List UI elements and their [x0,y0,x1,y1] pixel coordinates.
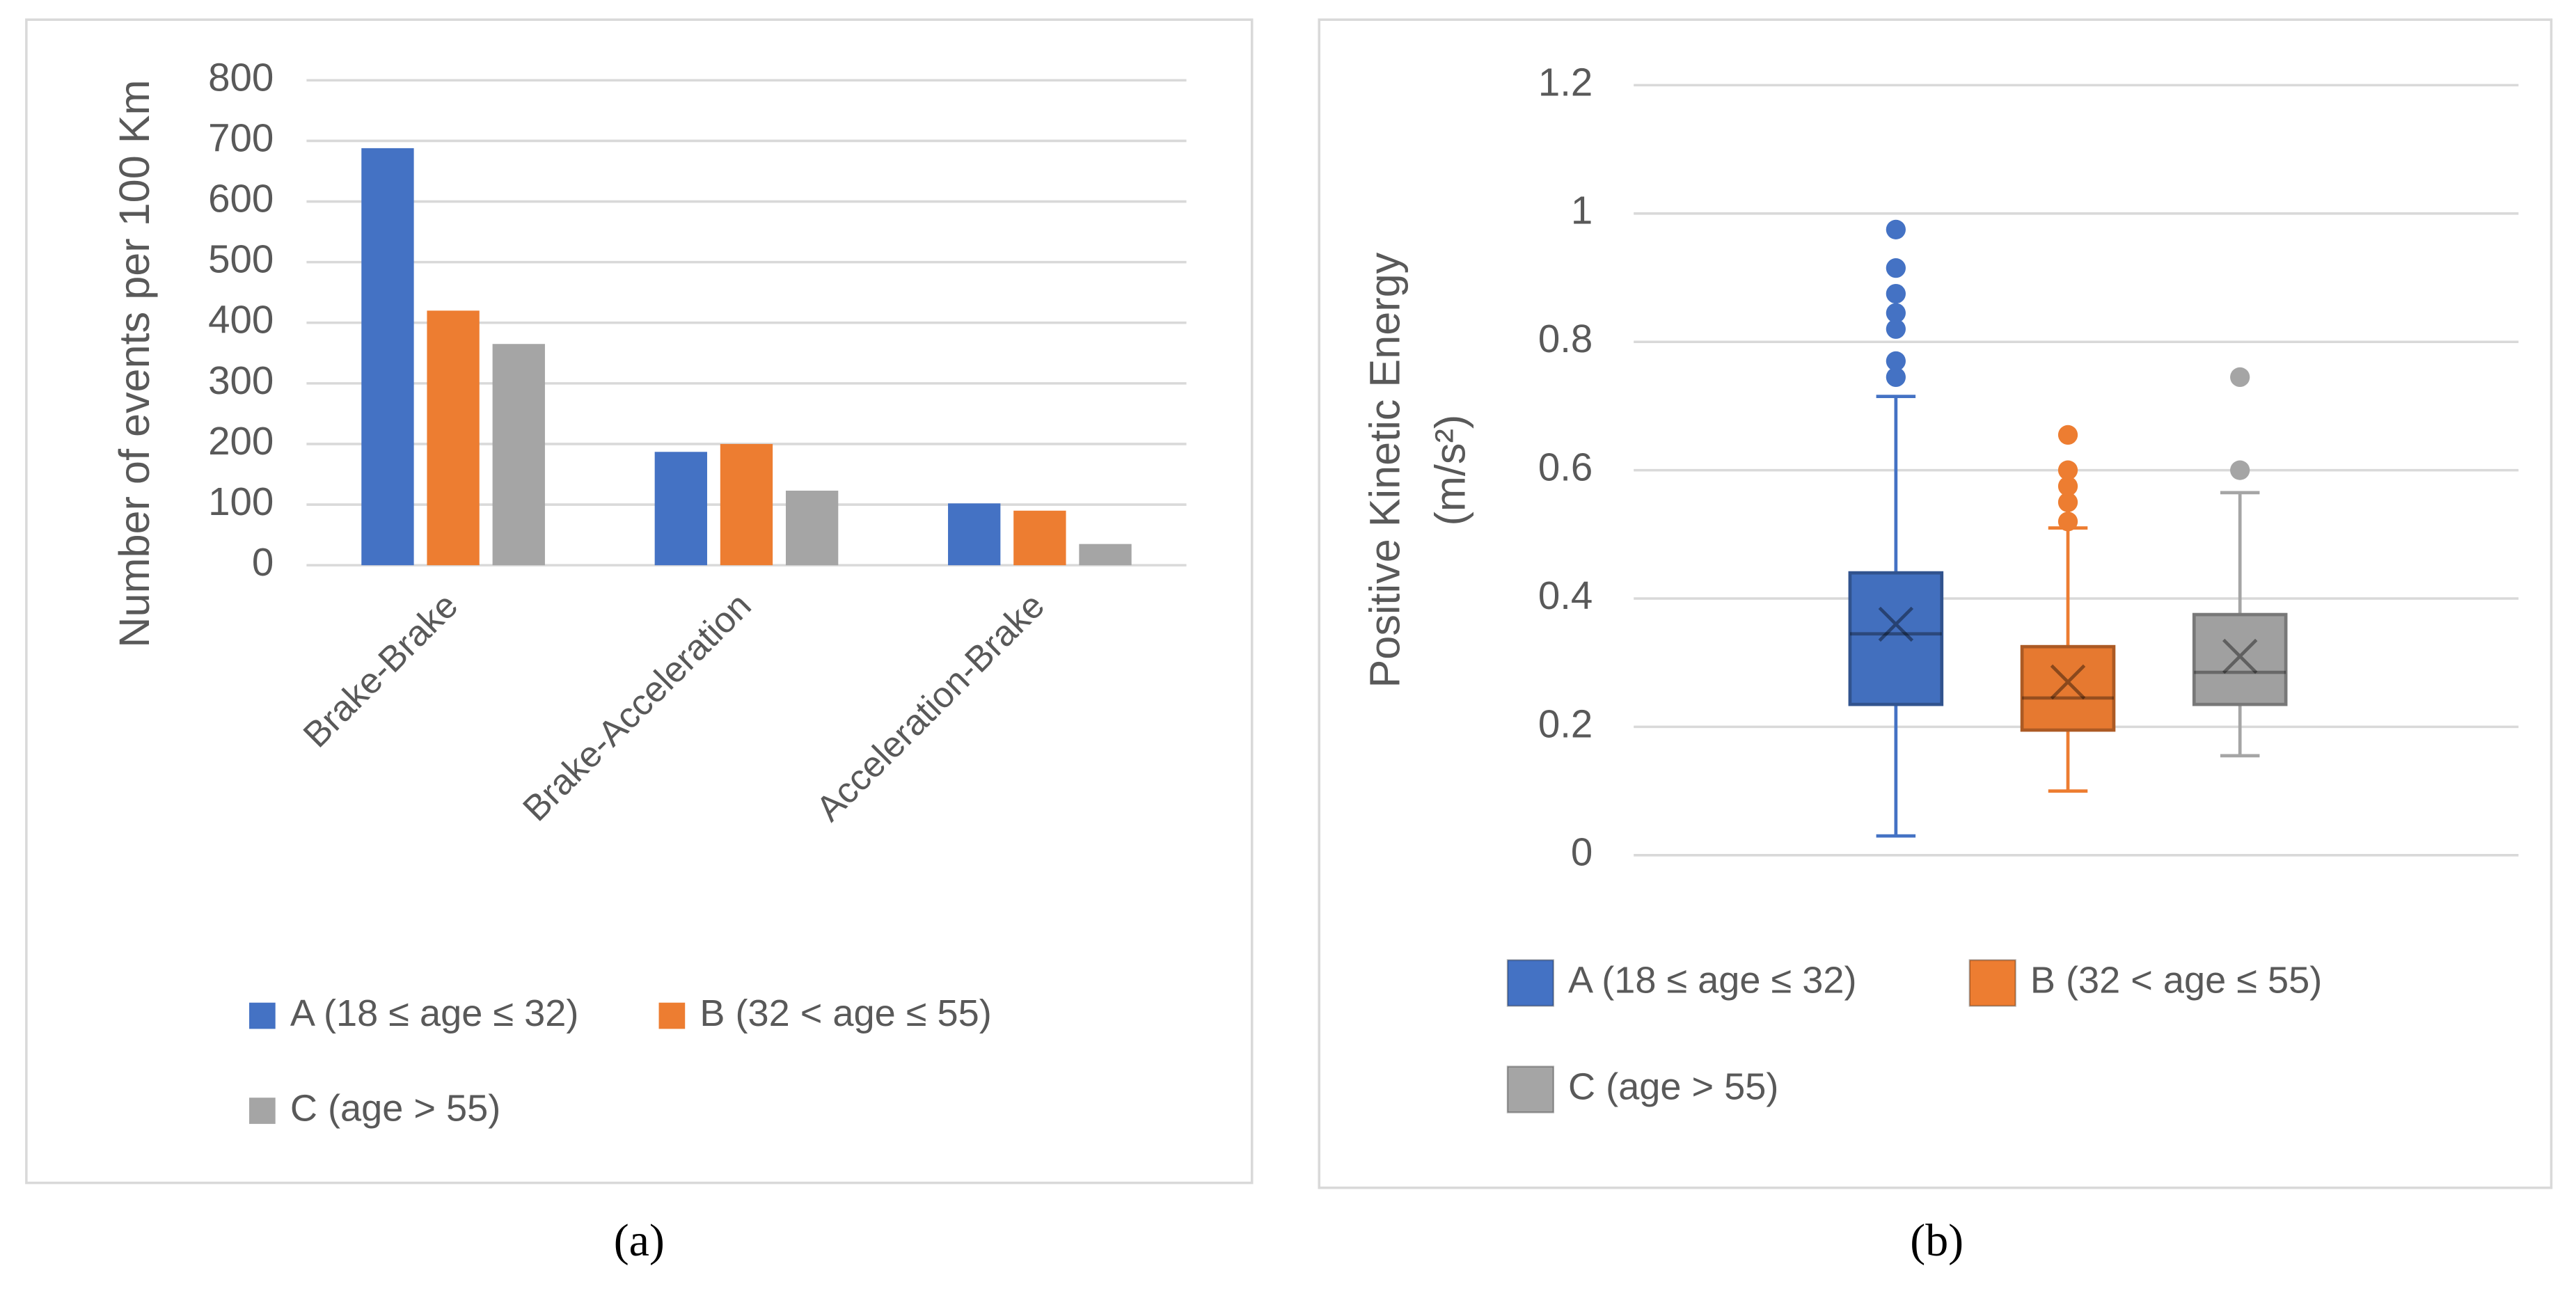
y-tick-label: 0 [252,540,274,584]
outlier [2057,460,2078,480]
outlier [2230,460,2250,480]
panel-frame [25,18,1254,1185]
y-tick-label: 0.2 [1538,702,1593,745]
y-tick-label: 0.8 [1538,317,1593,361]
y-tick-label: 1.2 [1538,60,1593,104]
mean-marker [2222,638,2258,674]
outlier [2230,367,2250,388]
bar [720,443,773,566]
legend-label: B (32 < age ≤ 55) [2030,960,2322,1001]
bar [654,452,707,566]
box-outline [1848,571,1944,706]
bar [427,310,480,566]
outlier [1886,283,1906,304]
y-tick-label: 0 [1571,830,1593,874]
y-tick-label: 500 [208,237,274,281]
legend-swatch [658,1002,686,1029]
bar [948,503,1001,566]
box [1848,571,1944,706]
y-tick-label: 0.4 [1538,573,1593,617]
panel-label: (a) [614,1215,665,1266]
y-tick-label: 0.6 [1538,445,1593,489]
outlier [2057,492,2078,512]
y-axis-label: Number of events per 100 Km [111,79,158,647]
y-tick-label: 1 [1571,189,1593,232]
legend-swatch [1506,959,1555,1007]
outlier [1886,319,1906,339]
outlier [1886,367,1906,388]
outlier [2057,512,2078,532]
legend-swatch [249,1098,276,1124]
y-axis-label: Positive Kinetic Energy [1361,252,1408,688]
box-outline [2192,612,2288,706]
mean-marker [2050,664,2086,700]
legend-swatch [249,1002,276,1029]
y-axis-label: (m/s²) [1426,415,1473,526]
legend-swatch [1968,959,2016,1007]
legend-swatch [1506,1066,1555,1114]
mean-marker [1878,606,1914,642]
bar [1013,510,1066,566]
y-tick-label: 300 [208,358,274,402]
bar [361,148,414,566]
box [2192,612,2288,706]
bar [492,344,545,566]
outlier [2057,425,2078,445]
legend-label: A (18 ≤ age ≤ 32) [290,992,578,1034]
y-tick-label: 100 [208,480,274,523]
y-tick-label: 600 [208,176,274,220]
legend-label: B (32 < age ≤ 55) [700,992,991,1034]
box [2020,644,2116,732]
legend-label: C (age > 55) [1568,1066,1778,1108]
y-tick-label: 700 [208,116,274,159]
panel-label: (b) [1910,1215,1963,1266]
outlier [1886,258,1906,278]
y-tick-label: 800 [208,55,274,99]
legend-label: A (18 ≤ age ≤ 32) [1568,960,1856,1001]
outlier [1886,219,1906,239]
bar [785,491,839,566]
y-tick-label: 200 [208,419,274,463]
legend-label: C (age > 55) [290,1087,500,1129]
outlier [1886,351,1906,371]
outlier [1886,303,1906,323]
outlier [2057,476,2078,496]
box-outline [2020,644,2116,732]
y-tick-label: 400 [208,298,274,342]
bar [1079,544,1132,566]
